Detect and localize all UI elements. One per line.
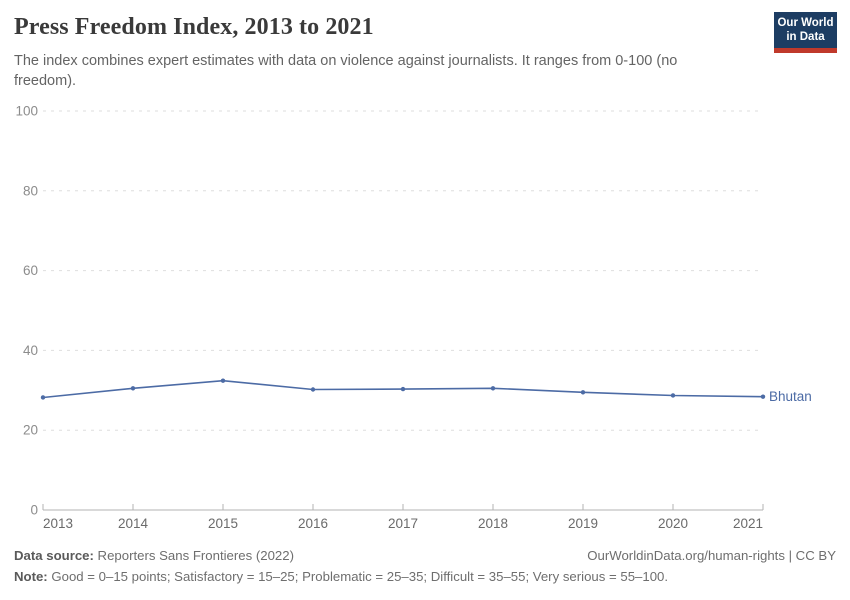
series-label-bhutan[interactable]: Bhutan	[769, 389, 812, 404]
data-point-bhutan-2020[interactable]	[670, 393, 676, 398]
footer-source-row: OurWorldinData.org/human-rights | CC BY …	[14, 548, 836, 563]
note-value: Good = 0–15 points; Satisfactory = 15–25…	[47, 569, 669, 584]
attribution-link[interactable]: OurWorldinData.org/human-rights | CC BY	[587, 548, 836, 563]
y-tick-label-100: 100	[15, 104, 38, 119]
data-point-bhutan-2018[interactable]	[490, 386, 496, 391]
note-label: Note:	[14, 569, 48, 584]
owid-logo-line1: Our World	[777, 17, 834, 29]
y-tick-label-0: 0	[30, 503, 38, 518]
x-tick-label-2014: 2014	[118, 516, 149, 531]
data-point-bhutan-2016[interactable]	[310, 387, 316, 392]
y-tick-label-20: 20	[23, 423, 38, 438]
x-tick-label-2015: 2015	[208, 516, 238, 531]
x-tick-label-2017: 2017	[388, 516, 418, 531]
y-tick-label-80: 80	[23, 183, 38, 198]
x-tick-label-2016: 2016	[298, 516, 328, 531]
x-tick-label-2020: 2020	[658, 516, 688, 531]
page-subtitle: The index combines expert estimates with…	[14, 53, 678, 89]
data-point-bhutan-2021[interactable]	[760, 394, 766, 399]
page-title: Press Freedom Index, 2013 to 2021	[14, 14, 374, 40]
footer-note-row: Note: Good = 0–15 points; Satisfactory =…	[14, 569, 836, 584]
owid-logo-line2: in Data	[786, 30, 825, 43]
x-tick-label-2021: 2021	[733, 516, 763, 531]
x-tick-label-2018: 2018	[478, 516, 508, 531]
data-point-bhutan-2014[interactable]	[130, 386, 136, 391]
data-point-bhutan-2017[interactable]	[400, 386, 406, 392]
data-point-bhutan-2015[interactable]	[220, 378, 226, 383]
data-source-value: Reporters Sans Frontieres (2022)	[93, 548, 294, 563]
owid-logo[interactable]: Our World in Data	[774, 12, 837, 53]
owid-logo-stripe	[774, 48, 837, 53]
x-tick-label-2019: 2019	[568, 516, 598, 531]
x-tick-label-2013: 2013	[43, 516, 73, 531]
owid-logo-box: Our World in Data	[774, 12, 837, 48]
y-tick-label-40: 40	[23, 343, 38, 358]
data-point-bhutan-2019[interactable]	[580, 390, 586, 395]
data-source-label: Data source:	[14, 548, 94, 563]
y-tick-label-60: 60	[23, 263, 38, 278]
data-point-bhutan-2013[interactable]	[40, 395, 46, 400]
